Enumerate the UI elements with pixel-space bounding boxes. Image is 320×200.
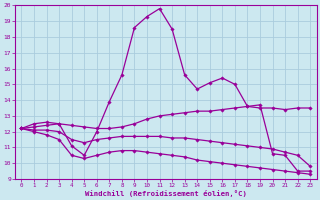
X-axis label: Windchill (Refroidissement éolien,°C): Windchill (Refroidissement éolien,°C): [85, 190, 247, 197]
